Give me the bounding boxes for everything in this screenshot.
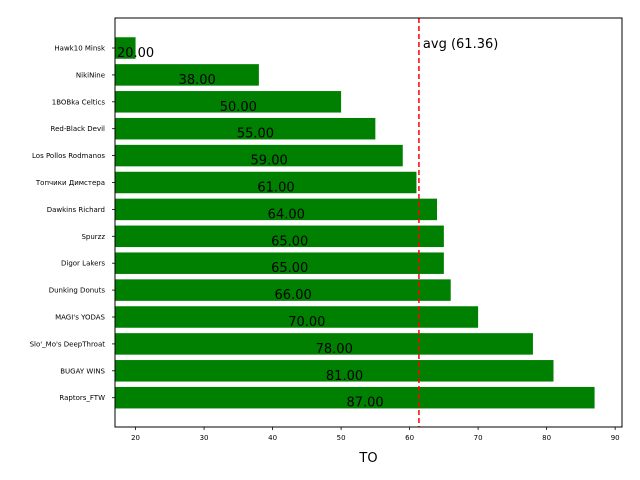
bar: [115, 91, 342, 113]
plot-frame: [114, 17, 623, 428]
average-label: avg (61.36): [423, 37, 498, 52]
y-axis-category-labels: Hawk10 Minsk NikiNine 1BOBka Celtics Red-Bl…: [30, 45, 115, 402]
data-label: 64.00: [268, 207, 305, 222]
data-label: 50.00: [220, 100, 257, 115]
bar: [115, 252, 444, 274]
data-label: 78.00: [316, 342, 353, 357]
x-axis-ticks: 20 30 40 50 60 70 80 90: [131, 427, 620, 442]
bar: [115, 333, 533, 355]
category-label: BUGAY WINS: [60, 367, 105, 375]
category-label: Los Pollos Rodmanos: [32, 152, 105, 160]
x-tick-label: 50: [337, 434, 346, 442]
category-label: Топчики Димстера: [35, 179, 105, 187]
category-label: Dawkins Richard: [47, 206, 105, 214]
bars-group: [115, 37, 595, 409]
bar: [115, 144, 403, 167]
bar: [115, 171, 417, 194]
bar: [115, 37, 136, 59]
data-label: 61.00: [257, 181, 294, 196]
bar: [115, 386, 595, 409]
category-label: Digor Lakers: [61, 260, 105, 268]
data-label: 65.00: [271, 234, 308, 249]
data-labels-group: 20.00 38.00 50.00 55.00 59.00 61.00 64.00 65.00…: [117, 46, 384, 411]
category-label: Raptors_FTW: [59, 394, 105, 402]
x-tick-label: 60: [405, 434, 414, 442]
x-tick-label: 80: [542, 434, 551, 442]
bar: [115, 306, 479, 328]
category-label: 1BOBka Celtics: [52, 98, 106, 106]
bar: [115, 279, 451, 301]
data-label: 20.00: [117, 46, 154, 61]
category-label: Spurzz: [81, 233, 105, 241]
data-label: 38.00: [179, 73, 216, 88]
category-label: Dunking Donuts: [49, 287, 106, 295]
bar: [115, 225, 444, 248]
category-label: NikiNine: [76, 71, 105, 79]
bar: [115, 64, 259, 86]
bar: [115, 117, 376, 140]
x-tick-label: 40: [268, 434, 277, 442]
bar: [115, 198, 438, 221]
x-tick-label: 20: [131, 434, 140, 442]
category-label: Red-Black Devil: [51, 125, 106, 133]
x-tick-label: 90: [611, 434, 620, 442]
bar: [115, 360, 554, 382]
x-tick-label: 70: [474, 434, 483, 442]
category-label: MAGI's YODAS: [55, 314, 105, 322]
category-label: Hawk10 Minsk: [54, 45, 106, 53]
x-axis-label: TO: [358, 451, 377, 466]
data-label: 65.00: [271, 261, 308, 276]
data-label: 55.00: [237, 127, 274, 142]
data-label: 70.00: [288, 315, 325, 330]
data-label: 66.00: [275, 288, 312, 303]
x-tick-label: 30: [200, 434, 209, 442]
data-label: 87.00: [346, 396, 383, 411]
category-label: Slo'_Mo's DeepThroat: [30, 340, 106, 348]
data-label: 81.00: [326, 369, 363, 384]
data-label: 59.00: [251, 154, 288, 169]
